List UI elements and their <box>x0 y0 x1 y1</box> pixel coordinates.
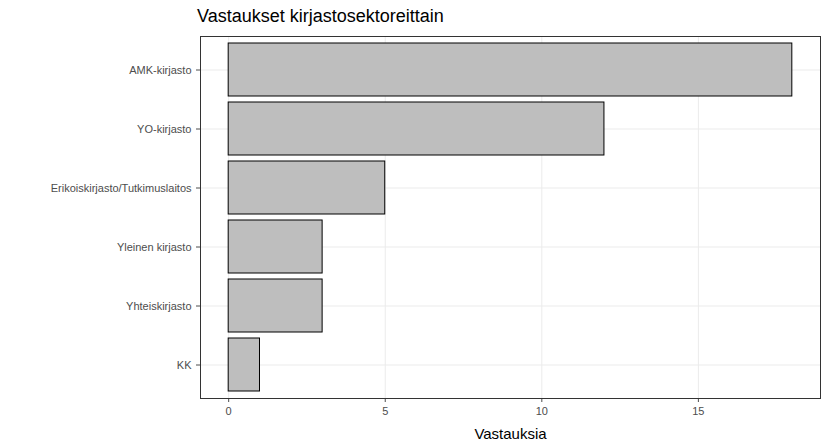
svg-text:AMK-kirjasto: AMK-kirjasto <box>129 64 191 76</box>
svg-text:0: 0 <box>226 405 232 417</box>
svg-text:YO-kirjasto: YO-kirjasto <box>137 123 191 135</box>
svg-text:Vastauksia: Vastauksia <box>474 425 547 442</box>
svg-text:5: 5 <box>382 405 388 417</box>
svg-text:Yhteiskirjasto: Yhteiskirjasto <box>126 300 191 312</box>
svg-text:15: 15 <box>692 405 704 417</box>
svg-text:Yleinen kirjasto: Yleinen kirjasto <box>117 241 192 253</box>
svg-text:Erikoiskirjasto/Tutkimuslaitos: Erikoiskirjasto/Tutkimuslaitos <box>51 182 192 194</box>
svg-text:10: 10 <box>536 405 548 417</box>
html-text:Vastaukset kirjastosektoreitta: Vastaukset kirjastosektoreittain <box>197 6 444 26</box>
svg-text:KK: KK <box>177 359 192 371</box>
